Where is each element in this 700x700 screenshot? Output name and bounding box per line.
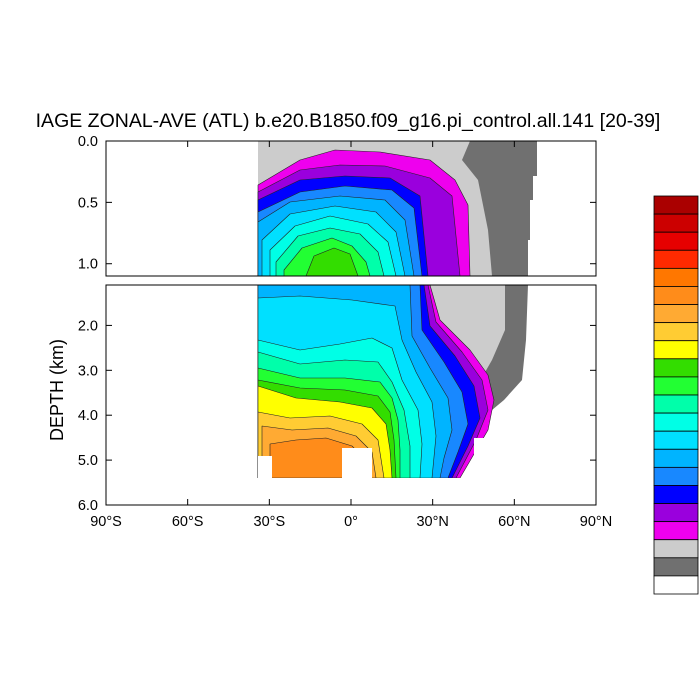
colorbar-swatch xyxy=(653,521,699,541)
colorbar-swatch xyxy=(653,286,699,305)
colorbar-swatch xyxy=(653,213,699,233)
colorbar-swatch xyxy=(653,430,699,450)
y-tick-label: 0.5 xyxy=(78,195,98,211)
y-axis-ticks: 0.0 0.5 1.0 2.0 3.0 4.0 5.0 6.0 xyxy=(78,134,596,514)
colorbar-swatch xyxy=(653,539,699,559)
age-contour-upper-10 xyxy=(305,247,359,276)
x-tick-label: 90°S xyxy=(90,514,122,530)
y-tick-label: 4.0 xyxy=(78,408,98,424)
x-tick-label: 30°S xyxy=(254,514,286,530)
colorbar-swatch xyxy=(653,557,699,577)
y-tick-label: 2.0 xyxy=(78,318,98,334)
seafloor-notch-2 xyxy=(342,448,372,478)
colorbar xyxy=(653,195,699,595)
y-axis-label: DEPTH (km) xyxy=(47,339,67,441)
x-tick-label: 30°N xyxy=(416,514,448,530)
y-tick-label: 3.0 xyxy=(78,363,98,379)
x-tick-label: 60°S xyxy=(172,514,204,530)
y-tick-label: 1.0 xyxy=(78,257,98,273)
seafloor-mask xyxy=(106,478,596,505)
colorbar-swatch xyxy=(653,575,699,595)
colorbar-swatch xyxy=(653,249,699,269)
colorbar-swatch xyxy=(653,394,699,414)
x-tick-label: 90°N xyxy=(580,514,612,530)
colorbar-swatch xyxy=(653,304,699,324)
seafloor-notch-1 xyxy=(258,456,272,478)
colorbar-swatch xyxy=(653,376,699,396)
colorbar-swatch xyxy=(653,358,699,378)
x-axis-ticks: 90°S 60°S 30°S 0° 30°N 60°N 90°N xyxy=(90,141,612,530)
colorbar-swatch xyxy=(653,195,699,215)
colorbar-swatch xyxy=(653,231,699,251)
chart-title: IAGE ZONAL-AVE (ATL) b.e20.B1850.f09_g16… xyxy=(36,110,661,132)
x-tick-label: 60°N xyxy=(498,514,530,530)
colorbar-swatch xyxy=(653,322,699,342)
colorbar-swatch xyxy=(653,466,699,486)
colorbar-swatch xyxy=(653,485,699,504)
colorbar-swatch xyxy=(653,503,699,523)
colorbar-swatch xyxy=(653,340,699,360)
upper-panel xyxy=(105,140,597,277)
x-tick-label: 0° xyxy=(344,514,358,530)
colorbar-swatch xyxy=(653,267,699,287)
y-tick-label: 6.0 xyxy=(78,498,98,514)
seafloor-notch-3 xyxy=(474,438,596,478)
y-tick-label: 0.0 xyxy=(78,134,98,150)
lower-panel xyxy=(105,284,597,506)
colorbar-swatch xyxy=(653,412,699,432)
colorbar-swatch xyxy=(653,448,699,468)
y-tick-label: 5.0 xyxy=(78,453,98,469)
